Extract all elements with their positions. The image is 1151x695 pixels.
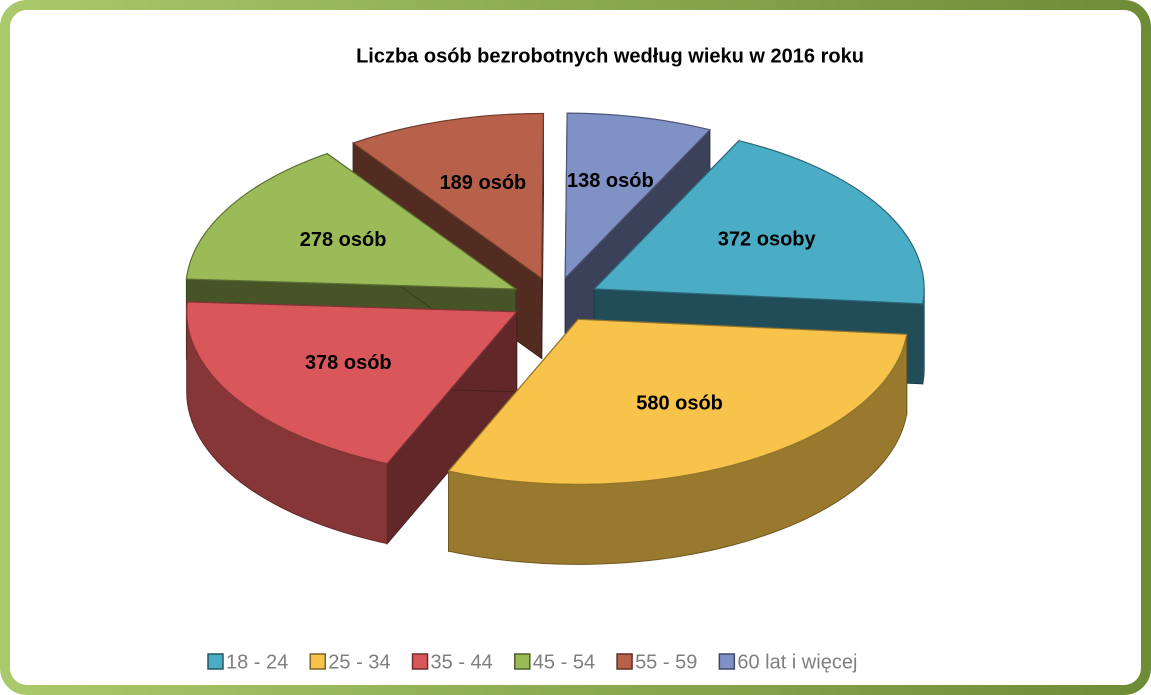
slice-top [447,318,908,485]
data-label: 278 osób [300,229,387,251]
legend-swatch [718,653,736,670]
slice: 580 osób [447,317,908,565]
legend-swatch [309,653,327,670]
data-label: 372 osoby [718,229,817,251]
slice-top [351,112,545,280]
slice-top [592,140,925,305]
legend-swatch [616,653,633,670]
chart-title: Liczba osób bezrobotnych według wieku w … [356,45,864,67]
legend-label: 35 - 44 [431,651,493,673]
slice-top [185,152,518,290]
legend-swatch [411,653,429,670]
slice-top [186,301,518,465]
legend-label: 60 lat i więcej [737,651,857,673]
legend-label: 55 - 59 [635,651,697,673]
data-label: 189 osób [440,172,527,194]
data-label: 138 osób [567,170,654,192]
data-label: 378 osób [305,352,392,374]
legend-swatch [207,653,224,670]
legend-label: 18 - 24 [226,651,288,673]
legend-swatch [514,653,531,670]
data-label: 580 osób [636,393,723,415]
legend-label: 25 - 34 [328,651,390,673]
legend-label: 45 - 54 [533,651,595,673]
slice-top [564,112,712,280]
slice: 378 osób [186,301,518,545]
